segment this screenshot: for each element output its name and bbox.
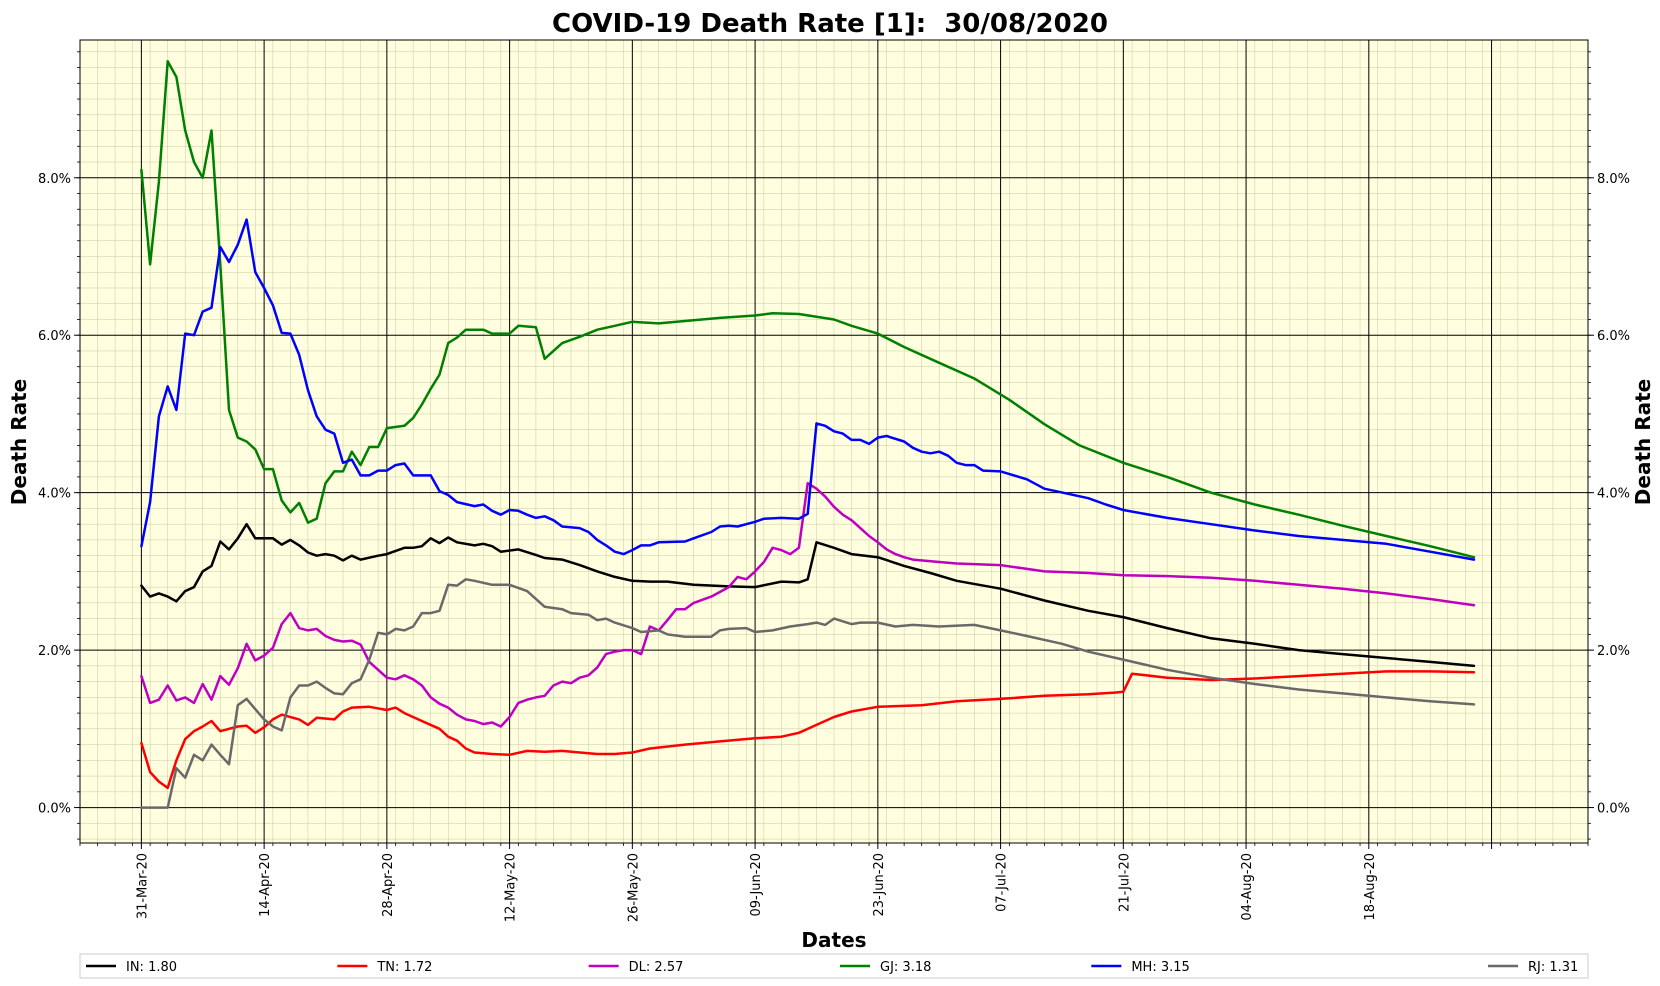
series-line-rj: [140, 578, 1476, 809]
y-tick-label-left: 8.0%: [38, 172, 71, 187]
y-axis-label-right: Death Rate: [1631, 379, 1655, 505]
x-tick-label: 07-Jul-20: [995, 853, 1010, 912]
y-axis-label-left: Death Rate: [7, 379, 31, 505]
x-tick-label: 04-Aug-20: [1240, 853, 1255, 921]
x-tick-label: 18-Aug-20: [1363, 853, 1378, 921]
legend-label-rj: RJ: 1.31: [1528, 960, 1578, 975]
series-line-gj: [140, 60, 1476, 559]
legend-label-gj: GJ: 3.18: [880, 960, 931, 975]
series-line-mh: [140, 218, 1476, 561]
y-tick-label-right: 0.0%: [1597, 802, 1630, 817]
x-tick-label: 09-Jun-20: [749, 853, 764, 917]
series-layer: [140, 60, 1476, 809]
y-tick-label-right: 2.0%: [1597, 644, 1630, 659]
minor-grid: [79, 40, 1589, 843]
x-tick-label: 28-Apr-20: [381, 853, 396, 917]
x-tick-label: 14-Apr-20: [258, 853, 273, 917]
series-line-tn: [140, 670, 1476, 790]
series-line-dl: [140, 481, 1476, 728]
legend-box: [79, 953, 1589, 979]
legend-label-dl: DL: 2.57: [629, 960, 684, 975]
x-tick-label: 26-May-20: [626, 853, 641, 922]
chart-title: COVID-19 Death Rate [1]: 30/08/2020: [552, 9, 1108, 39]
series-line-in: [140, 522, 1476, 668]
y-tick-label-right: 6.0%: [1597, 329, 1630, 344]
x-tick-label: 23-Jun-20: [872, 853, 887, 917]
x-tick-label: 12-May-20: [504, 853, 519, 922]
ticks-layer: 31-Mar-20 14-Apr-20 28-Apr-20 12-May-20 26-M…: [38, 51, 1630, 922]
y-tick-label-left: 0.0%: [38, 802, 71, 817]
legend-label-tn: TN: 1.72: [376, 960, 432, 975]
major-grid: [80, 40, 1588, 843]
legend-label-in: IN: 1.80: [126, 960, 177, 975]
y-tick-label-left: 2.0%: [38, 644, 71, 659]
x-tick-label: 21-Jul-20: [1117, 853, 1132, 912]
legend: IN: 1.80 TN: 1.72 DL: 2.57 GJ: 3.18 MH: 3.15…: [79, 953, 1589, 979]
legend-label-mh: MH: 3.15: [1131, 960, 1189, 975]
y-tick-label-right: 4.0%: [1597, 487, 1630, 502]
y-tick-label-right: 8.0%: [1597, 172, 1630, 187]
x-axis-label: Dates: [801, 928, 866, 952]
y-tick-label-left: 6.0%: [38, 329, 71, 344]
y-tick-label-left: 4.0%: [38, 487, 71, 502]
x-tick-label: 31-Mar-20: [135, 853, 150, 919]
